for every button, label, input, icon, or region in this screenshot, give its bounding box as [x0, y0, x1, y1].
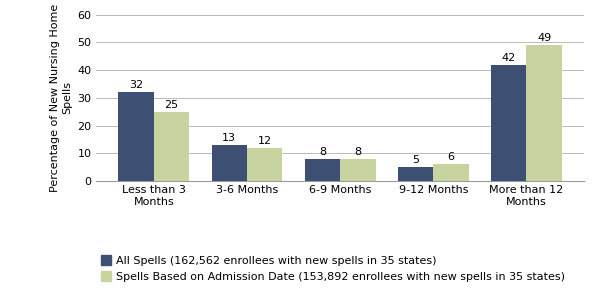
Text: 13: 13 — [222, 133, 237, 143]
Y-axis label: Percentage of New Nursing Home
Spells: Percentage of New Nursing Home Spells — [50, 4, 72, 192]
Text: 32: 32 — [129, 80, 143, 90]
Text: 8: 8 — [354, 147, 361, 157]
Legend: All Spells (162,562 enrollees with new spells in 35 states), Spells Based on Adm: All Spells (162,562 enrollees with new s… — [96, 251, 569, 286]
Text: 25: 25 — [164, 100, 179, 110]
Text: 6: 6 — [447, 152, 455, 162]
Bar — [247, 148, 282, 181]
Bar — [119, 92, 154, 181]
Bar — [398, 167, 433, 181]
Bar — [305, 159, 340, 181]
Bar — [212, 145, 247, 181]
Text: 42: 42 — [501, 53, 516, 62]
Text: 12: 12 — [258, 136, 272, 146]
Bar — [526, 45, 562, 181]
Bar — [340, 159, 376, 181]
Text: 8: 8 — [319, 147, 326, 157]
Bar — [491, 65, 526, 181]
Text: 49: 49 — [537, 33, 551, 43]
Text: 5: 5 — [412, 155, 419, 165]
Bar — [154, 112, 189, 181]
Bar — [433, 164, 468, 181]
